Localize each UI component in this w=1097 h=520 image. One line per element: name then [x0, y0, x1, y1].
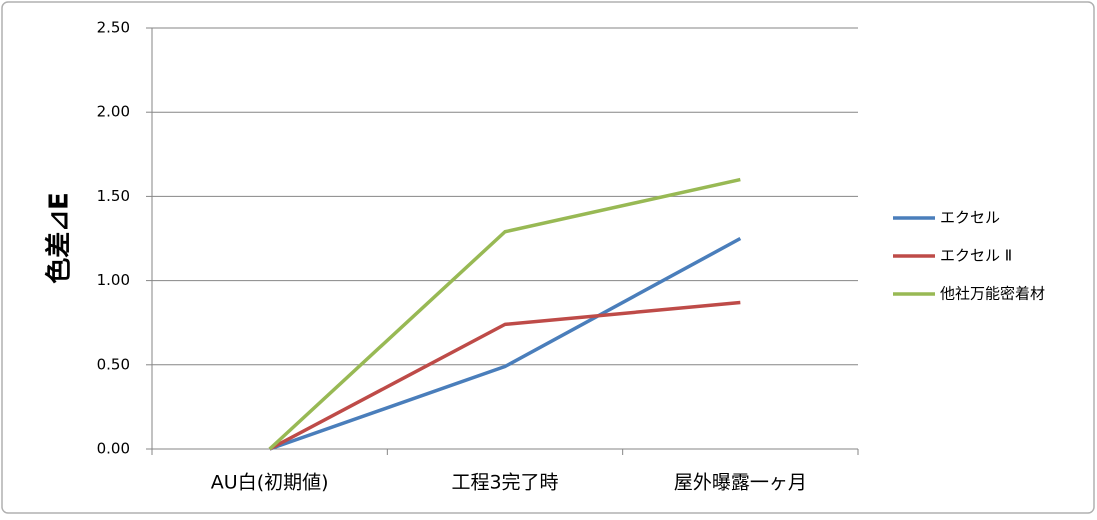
y-tick-label: 0.50 — [97, 355, 130, 373]
x-tick-label: AU白(初期値) — [211, 472, 329, 494]
legend-label: 他社万能密着材 — [940, 285, 1045, 303]
series-line — [269, 236, 742, 451]
series-line — [268, 300, 741, 451]
y-axis-label: 色差⊿E — [44, 192, 75, 284]
series-line — [268, 177, 741, 451]
x-tick-label: 工程3完了時 — [451, 472, 558, 494]
x-tick-label: 屋外曝露一ヶ月 — [674, 472, 807, 494]
y-tick-label: 1.50 — [97, 187, 130, 205]
y-tick-label: 2.00 — [97, 103, 130, 121]
y-tick-label: 1.00 — [97, 271, 130, 289]
legend-label: エクセル — [940, 209, 1000, 227]
legend-label: エクセル Ⅱ — [940, 247, 1012, 265]
y-tick-label: 0.00 — [97, 440, 130, 458]
y-tick-label: 2.50 — [97, 19, 130, 37]
